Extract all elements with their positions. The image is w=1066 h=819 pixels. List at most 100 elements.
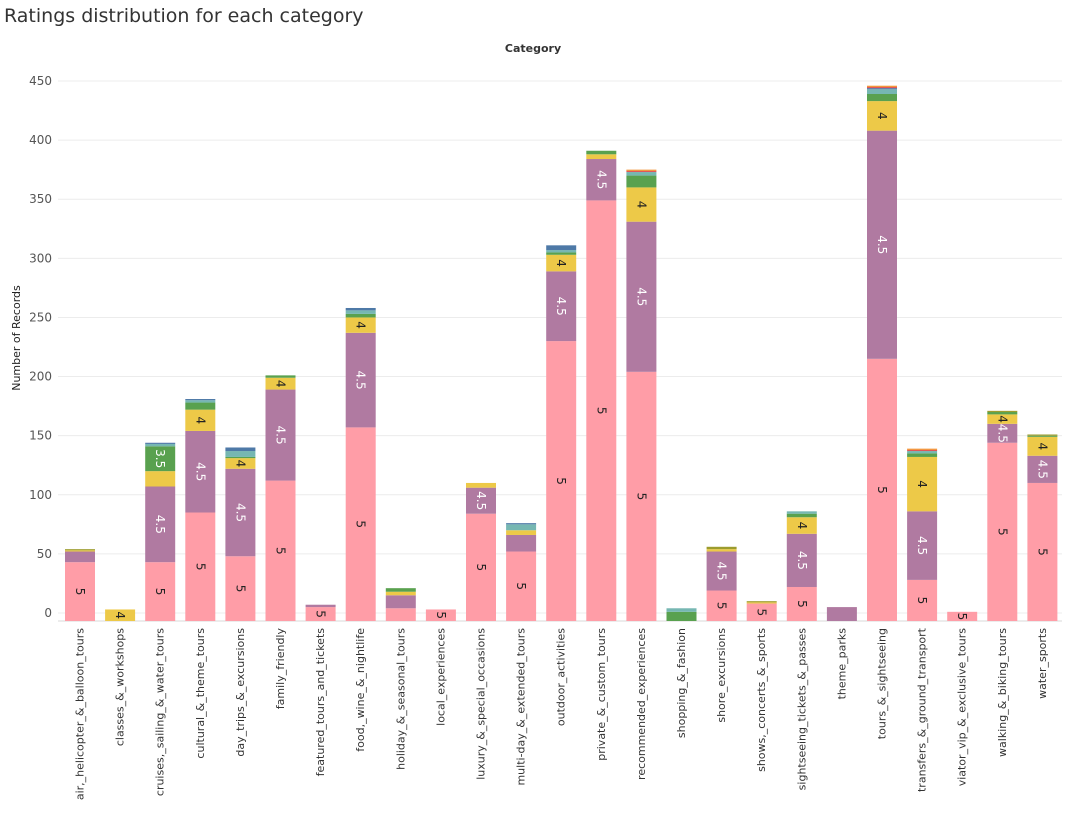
bar-segment-4-5 [987,423,1018,443]
bar-stack: 54.54 [907,448,938,621]
bar-stack: 54.54 [987,410,1018,621]
bar-segment-4-5 [225,468,256,557]
data-label: 4 [915,480,929,488]
x-tick-label: day_trips_&_excursions [234,628,247,757]
bar-segment-3-5 [1027,435,1058,437]
bar-segment-3 [786,511,817,514]
bar-stack: 54.54 [626,169,657,621]
x-tick-label: shows,_concerts_&_sports [755,628,768,772]
bar-segment-5 [65,562,95,621]
bar-segment-other [706,546,737,550]
bar-segment-4-5 [626,221,657,372]
bar-segment-4 [907,456,938,512]
data-label: 4 [354,321,368,329]
bar-segment-1 [907,448,938,450]
data-label: 4 [995,415,1009,423]
data-label: 4.5 [274,426,288,445]
bar-segment-3-5 [626,175,657,188]
bar-segment-2-5 [145,442,176,444]
bar-segment-4 [626,187,657,222]
bar-segment-4 [867,101,897,131]
bar-segment-5 [867,358,897,621]
y-axis-label: Number of Records [10,285,23,391]
bar-segment-5 [225,556,256,621]
data-label: 5 [1035,548,1049,556]
bar-segment-3-5 [586,150,617,155]
data-label: 5 [274,547,288,555]
bar-segment-3 [907,451,938,454]
y-tick-label: 450 [29,74,52,88]
column-header-label: Category [504,42,562,55]
data-label: 4.5 [1035,460,1049,479]
y-tick-label: 50 [37,547,52,561]
data-label: 4 [875,112,889,120]
bar-segment-4-5 [466,487,496,514]
bar-stack: 54.54 [1027,434,1058,621]
data-label: 4.5 [594,170,608,189]
data-label: 5 [73,588,87,596]
y-tick-label: 300 [29,251,52,265]
bar-segment-4-5 [305,604,336,608]
bar-segment-5 [746,603,777,621]
bar-segment-5 [265,480,296,621]
data-label: 4 [113,611,127,619]
x-axis: air,_helicopter_&_balloon_tours classes_&… [74,627,1049,800]
x-tick-label: multi-day_&_extended_tours [515,628,528,786]
bar-segment-4 [1027,436,1058,456]
data-label: 4 [1035,442,1049,450]
data-label: 5 [915,597,929,605]
data-label: 4 [554,259,568,267]
bar-segment-5 [506,551,537,621]
data-label: 4.5 [795,551,809,570]
x-tick-label: water_sports [1036,628,1049,699]
data-label: 4 [274,380,288,388]
x-tick-label: featured_tours_and_tickets [314,628,327,777]
bar-segment-3-5 [345,313,376,318]
bar-segment-4-5 [826,607,857,621]
x-tick-label: luxury_&_special_occasions [475,628,488,780]
bar-segment-other [65,549,95,551]
data-label: 4.5 [354,371,368,390]
bar-stack [826,607,857,621]
x-tick-label: cruises,_sailing_&_water_tours [154,628,167,796]
x-tick-label: walking_&_biking_tours [996,628,1009,757]
data-label: 4.5 [193,462,207,481]
bar-segment-4 [706,549,737,552]
bar-stack: 5 [305,604,336,621]
chart-title: Ratings distribution for each category [4,5,364,27]
bar-segment-5 [145,562,176,621]
bar-segment-4-5 [65,551,95,563]
x-tick-label: recommended_experiences [635,628,648,780]
x-tick-label: classes_&_workshops [114,628,127,746]
bar-segment-3-5 [867,94,897,102]
bar-segment-4-5 [867,130,897,359]
bar-segment-3 [506,524,537,531]
bar-segment-5 [305,607,336,621]
bar-segment-4-5 [506,534,537,552]
bar-segment-4 [466,482,496,488]
bar-segment-3 [145,443,176,447]
x-tick-label: private_&_custom_tours [595,628,608,761]
y-tick-label: 150 [29,429,52,443]
data-label: 5 [474,564,488,572]
bar-segment-2 [626,170,657,173]
x-tick-label: outdoor_activities [555,628,568,726]
data-label: 4.5 [715,561,729,580]
bar-segment-other [1027,434,1058,436]
data-label: 5 [434,611,448,619]
bar-stack: 5 [425,609,456,621]
bar-segment-1 [626,169,657,171]
bar-segment-3 [666,608,697,612]
data-label: 5 [153,588,167,596]
bar-stack: 5 [65,549,95,621]
data-label: 5 [795,600,809,608]
x-tick-label: cultural_&_theme_tours [194,628,207,759]
bar-stack: 5 [506,523,537,621]
bar-segment-4 [987,414,1018,424]
bar-stack: 54.54 [345,307,376,621]
data-label: 4.5 [554,297,568,316]
data-label: 4 [193,416,207,424]
data-label: 3.5 [153,449,167,468]
bar-segment-4 [746,602,777,604]
bar-segment-4-5 [145,486,176,563]
